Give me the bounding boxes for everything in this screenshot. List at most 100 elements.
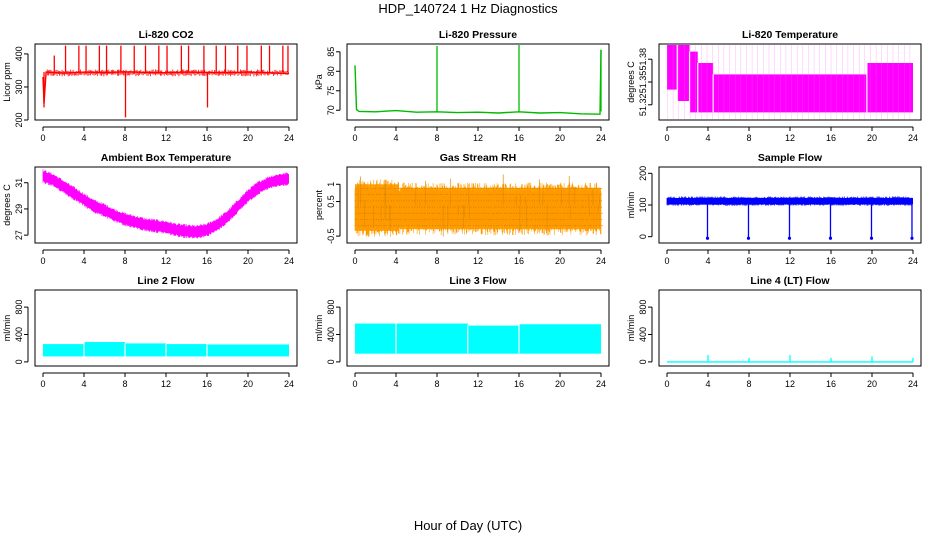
x-tick-label: 4 — [705, 379, 710, 389]
x-tick-label: 8 — [434, 256, 439, 266]
y-axis-label: percent — [314, 189, 324, 220]
x-tick-label: 20 — [867, 379, 877, 389]
panel-title: Gas Stream RH — [440, 152, 516, 164]
y-tick-label: 100 — [638, 197, 648, 212]
y-tick-label: 70 — [326, 105, 336, 115]
y-tick-label: 29 — [14, 204, 24, 214]
panel-3: Li-820 Temperature degrees C 0 4 8 12 16 20 24 51… — [626, 29, 922, 143]
data-layer — [666, 196, 914, 240]
x-tick-label: 20 — [555, 133, 565, 143]
y-tick-label: 85 — [326, 47, 336, 57]
y-tick-label: 800 — [326, 300, 336, 315]
x-tick-label: 20 — [555, 379, 565, 389]
plot-frame — [346, 43, 610, 121]
y-axis-label: ml/min — [314, 315, 324, 342]
panel-title: Li-820 CO2 — [139, 29, 194, 41]
data-layer — [354, 45, 602, 115]
data-band — [667, 45, 678, 90]
data-layer — [354, 174, 603, 237]
x-tick-label: 16 — [514, 256, 524, 266]
x-tick-label: 24 — [596, 133, 606, 143]
panel-6: Sample Flow ml/min 0 4 8 12 16 20 24 0 100 200 — [626, 152, 922, 266]
x-tick-label: 4 — [81, 256, 86, 266]
dip-point — [787, 236, 792, 240]
panel-8: Line 3 Flow ml/min 0 4 8 12 16 20 24 0 400 800 — [314, 275, 610, 389]
x-tick-label: 0 — [40, 256, 45, 266]
x-tick-label: 8 — [746, 256, 751, 266]
dip-point — [746, 236, 751, 240]
x-tick-label: 16 — [826, 379, 836, 389]
dip-point — [705, 236, 710, 240]
panel-title: Li-820 Temperature — [742, 29, 838, 41]
y-tick-label: 400 — [14, 46, 24, 61]
x-tick-label: 20 — [243, 379, 253, 389]
x-tick-label: 20 — [867, 133, 877, 143]
x-tick-label: 20 — [243, 256, 253, 266]
data-band — [677, 45, 690, 101]
x-tick-label: 0 — [352, 133, 357, 143]
flow-noise — [666, 196, 913, 206]
x-tick-label: 20 — [555, 256, 565, 266]
panel-5: Gas Stream RH percent 0 4 8 12 16 20 24 -0.5 0.5 1 — [314, 152, 610, 266]
x-tick-label: 24 — [908, 256, 918, 266]
x-tick-label: 0 — [664, 379, 669, 389]
data-layer — [355, 323, 601, 354]
x-tick-label: 4 — [393, 133, 398, 143]
x-tick-label: 24 — [908, 379, 918, 389]
data-band — [207, 344, 289, 357]
data-band — [396, 323, 468, 354]
panel-title: Li-820 Pressure — [439, 29, 517, 41]
x-tick-label: 8 — [122, 379, 127, 389]
x-tick-label: 0 — [40, 133, 45, 143]
co2-noise — [45, 69, 289, 77]
rh-texture — [354, 179, 602, 237]
plot-frame — [34, 289, 298, 367]
y-tick-label: 800 — [14, 300, 24, 315]
y-tick-label: 80 — [326, 66, 336, 76]
y-tick-label: 75 — [326, 86, 336, 96]
x-tick-label: 12 — [161, 133, 171, 143]
data-layer — [667, 45, 913, 119]
data-layer — [42, 45, 290, 118]
y-tick-label: 400 — [638, 327, 648, 342]
panel-9: Line 4 (LT) Flow ml/min 0 4 8 12 16 20 24 0 400 800 — [626, 275, 922, 389]
y-tick-label: 200 — [14, 112, 24, 127]
y-tick-label: 27 — [14, 230, 24, 240]
data-band — [125, 343, 166, 357]
y-tick-label: 400 — [326, 327, 336, 342]
y-tick-label: 31 — [14, 178, 24, 188]
y-tick-label: -0.5 — [326, 228, 336, 244]
dip-point — [869, 236, 874, 240]
y-axis-label: degrees C — [2, 184, 12, 226]
plot-frame — [34, 43, 298, 121]
panel-4: Ambient Box Temperature degrees C 0 4 8 12 16 2… — [2, 152, 298, 266]
data-layer — [667, 355, 914, 363]
x-tick-label: 4 — [393, 256, 398, 266]
rh-dots — [354, 188, 603, 227]
data-band — [689, 51, 698, 113]
data-band — [166, 344, 207, 357]
panel-1: Li-820 CO2 Licor ppm 0 4 8 12 16 20 24 200 300 400 — [2, 29, 298, 143]
x-tick-label: 24 — [596, 256, 606, 266]
panel-2: Li-820 Pressure kPa 0 4 8 12 16 20 24 70 75 80 85 — [314, 29, 610, 143]
y-tick-label: 800 — [638, 300, 648, 315]
x-tick-label: 0 — [352, 379, 357, 389]
y-tick-label: 0 — [14, 359, 24, 364]
data-band — [43, 344, 84, 357]
y-tick-label: 0.5 — [326, 195, 336, 208]
y-tick-label: 51.38 — [638, 48, 648, 71]
x-tick-label: 4 — [81, 379, 86, 389]
x-tick-label: 8 — [434, 133, 439, 143]
x-tick-label: 8 — [434, 379, 439, 389]
x-tick-label: 12 — [785, 256, 795, 266]
y-tick-label: 0 — [326, 359, 336, 364]
y-tick-label: 51.35 — [638, 71, 648, 94]
y-axis-label: ml/min — [626, 315, 636, 342]
x-tick-label: 16 — [826, 133, 836, 143]
x-tick-label: 16 — [826, 256, 836, 266]
x-tick-label: 4 — [393, 379, 398, 389]
x-tick-label: 24 — [284, 256, 294, 266]
y-axis-label: ml/min — [626, 192, 636, 219]
x-tick-label: 24 — [596, 379, 606, 389]
x-tick-label: 4 — [81, 133, 86, 143]
